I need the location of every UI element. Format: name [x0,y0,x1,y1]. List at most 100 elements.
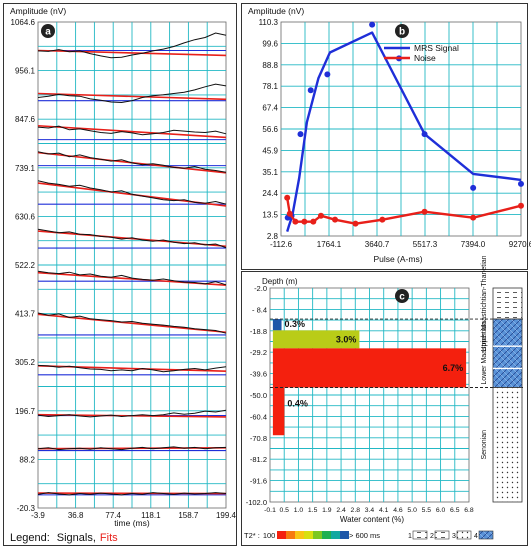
panel-c-bar-label-3: 0.4% [287,399,308,409]
bottom-legend-signals: Signals [57,532,94,544]
panel-a-signals-chart: 1064.6 956.1 847.6 739.1 630.6 522.2 413.7 305.… [10,6,237,544]
panel-b-y-tick: 78.1 [262,82,278,91]
strata-legend-1-swatch [413,531,427,539]
t2-legend-label: T2* : [244,531,260,540]
panel-b-noise-point [318,213,324,219]
panel-b-noise-point [379,217,385,223]
panel-b-y-tick: 13.5 [262,211,278,220]
panel-b-noise-point [301,219,307,225]
t2-legend-swatch-0 [277,531,286,539]
panel-b-y-tick: 110.3 [259,18,279,27]
panel-c-x-tick: 4.1 [379,507,389,514]
strata-legend-2-number: 2 [430,533,434,540]
t2-legend-prefix: T2* :100 [244,531,275,540]
panel-b-x-axis-label: Pulse (A-ms) [373,254,422,264]
panel-b-y-tick: 45.9 [262,146,278,155]
panel-c-x-tick: 3.4 [365,507,375,514]
panel-b-noise-point [352,221,358,227]
strata-legend-3-swatch [457,531,471,539]
panel-b-x-tick: 9270.6 [509,240,531,249]
panel-b-x-tick: 1764.1 [317,240,342,249]
panel-b-mrs-signal-point [470,185,476,191]
panel-b-x-tick: 7394.0 [461,240,486,249]
panel-c-x-tick: 6.0 [436,507,446,514]
strata-block-1 [493,319,522,387]
panel-a-y-axis-label: Amplitude (nV) [10,6,66,16]
t2-legend-swatches [277,531,349,539]
panel-b-noise-point [518,203,524,209]
panel-b-y-tick: 67.4 [262,104,278,113]
panel-b-y-tick-labels: 110.399.688.878.167.456.645.935.124.413.… [259,18,279,241]
panel-c-bar-0 [273,319,282,330]
bottom-legend-separator: , [93,532,96,544]
panel-b-mrs-signal-point [298,131,304,137]
panel-a-y-tick: 847.6 [15,115,36,124]
panel-b-y-tick: 88.8 [262,61,278,70]
panel-a-x-tick: 199.4 [216,511,237,520]
panel-c-x-tick: 5.5 [422,507,432,514]
panel-c-bar-label-0: 0.3% [285,319,306,329]
panel-b-pulse-chart: 110.399.688.878.167.456.645.935.124.413.… [248,6,531,264]
bottom-legend-label: Legend:Signals,Fits [10,532,118,544]
panel-b-mrs-signal-point [518,181,524,187]
panel-b-noise-point [287,211,293,217]
panel-c-y-tick: -91.6 [250,477,267,486]
panel-a-y-tick: 522.2 [15,261,36,270]
panel-a-y-tick: 739.1 [15,164,36,173]
panel-c-x-tick: 5.0 [407,507,417,514]
panel-c-y-tick: -60.4 [250,412,267,421]
panel-c-x-tick: 1.5 [308,507,318,514]
strata-legend-3-number: 3 [452,533,456,540]
panel-c-y-tick: -50.0 [250,391,267,400]
panel-b-noise-point [422,209,428,215]
panel-b-mrs-signal-point [422,131,428,137]
panel-c-x-axis-label: Water content (%) [340,515,405,524]
panel-c-x-tick: 1.0 [294,507,304,514]
t2-legend-swatch-4 [313,531,322,539]
panel-c-x-tick: 4.6 [393,507,403,514]
panel-a-y-tick: 1064.6 [11,18,36,27]
panel-a-y-tick: 88.2 [19,455,35,464]
legend-noise-label: Noise [414,53,436,63]
panel-c-x-tick: 2.8 [351,507,361,514]
panel-c-x-tick: 6.5 [450,507,460,514]
panel-c-y-tick: - 8.4 [252,305,267,314]
panel-c-y-tick: -102.0 [246,498,267,507]
panel-c-y-tick: -39.6 [250,370,267,379]
panel-a-x-tick: 36.8 [68,511,84,520]
strata-block-0 [493,288,522,319]
legend-mrs-signal-label: MRS Signal [414,43,459,53]
panel-c-x-tick: 6.8 [464,507,474,514]
panel-c-y-tick-labels: -2.0- 8.4-18.8-29.2-39.6-50.0-60.4-70.8-… [246,284,267,507]
panel-a-y-tick: 413.7 [15,310,36,319]
panel-b-y-tick: 99.6 [262,39,278,48]
panel-c-x-tick: 0.5 [279,507,289,514]
panel-c-x-tick: 1.9 [322,507,332,514]
panel-b-mrs-signal-point [308,87,314,93]
panel-c-bar-label-1: 3.0% [336,334,357,344]
strata-label-2: Senonian [481,430,488,460]
panel-a-x-tick: -3.9 [31,511,45,520]
strata-legend-1-number: 1 [408,533,412,540]
panel-c-y-tick: -29.2 [250,348,267,357]
panel-a-y-tick: 630.6 [15,212,36,221]
panel-b-y-tick: 24.4 [262,189,278,198]
panel-c-x-tick: 2.4 [336,507,346,514]
strata-legend-4-swatch [479,531,493,539]
panel-b-x-tick: 3640.7 [365,240,390,249]
panel-c-y-axis-label: Depth (m) [262,277,298,286]
panel-b-y-tick: 56.6 [262,125,278,134]
panel-c-bar-3 [273,388,285,436]
panel-a-y-tick: 956.1 [15,67,36,76]
t2-color-legend: T2* :100 > 600 ms [244,531,380,540]
panel-b-mrs-signal-point [369,22,375,28]
strata-legend-4-number: 4 [474,533,478,540]
panel-b-y-axis-label: Amplitude (nV) [248,6,304,16]
panel-a-y-tick: 305.2 [15,358,36,367]
panel-a-badge-letter: a [45,27,51,38]
